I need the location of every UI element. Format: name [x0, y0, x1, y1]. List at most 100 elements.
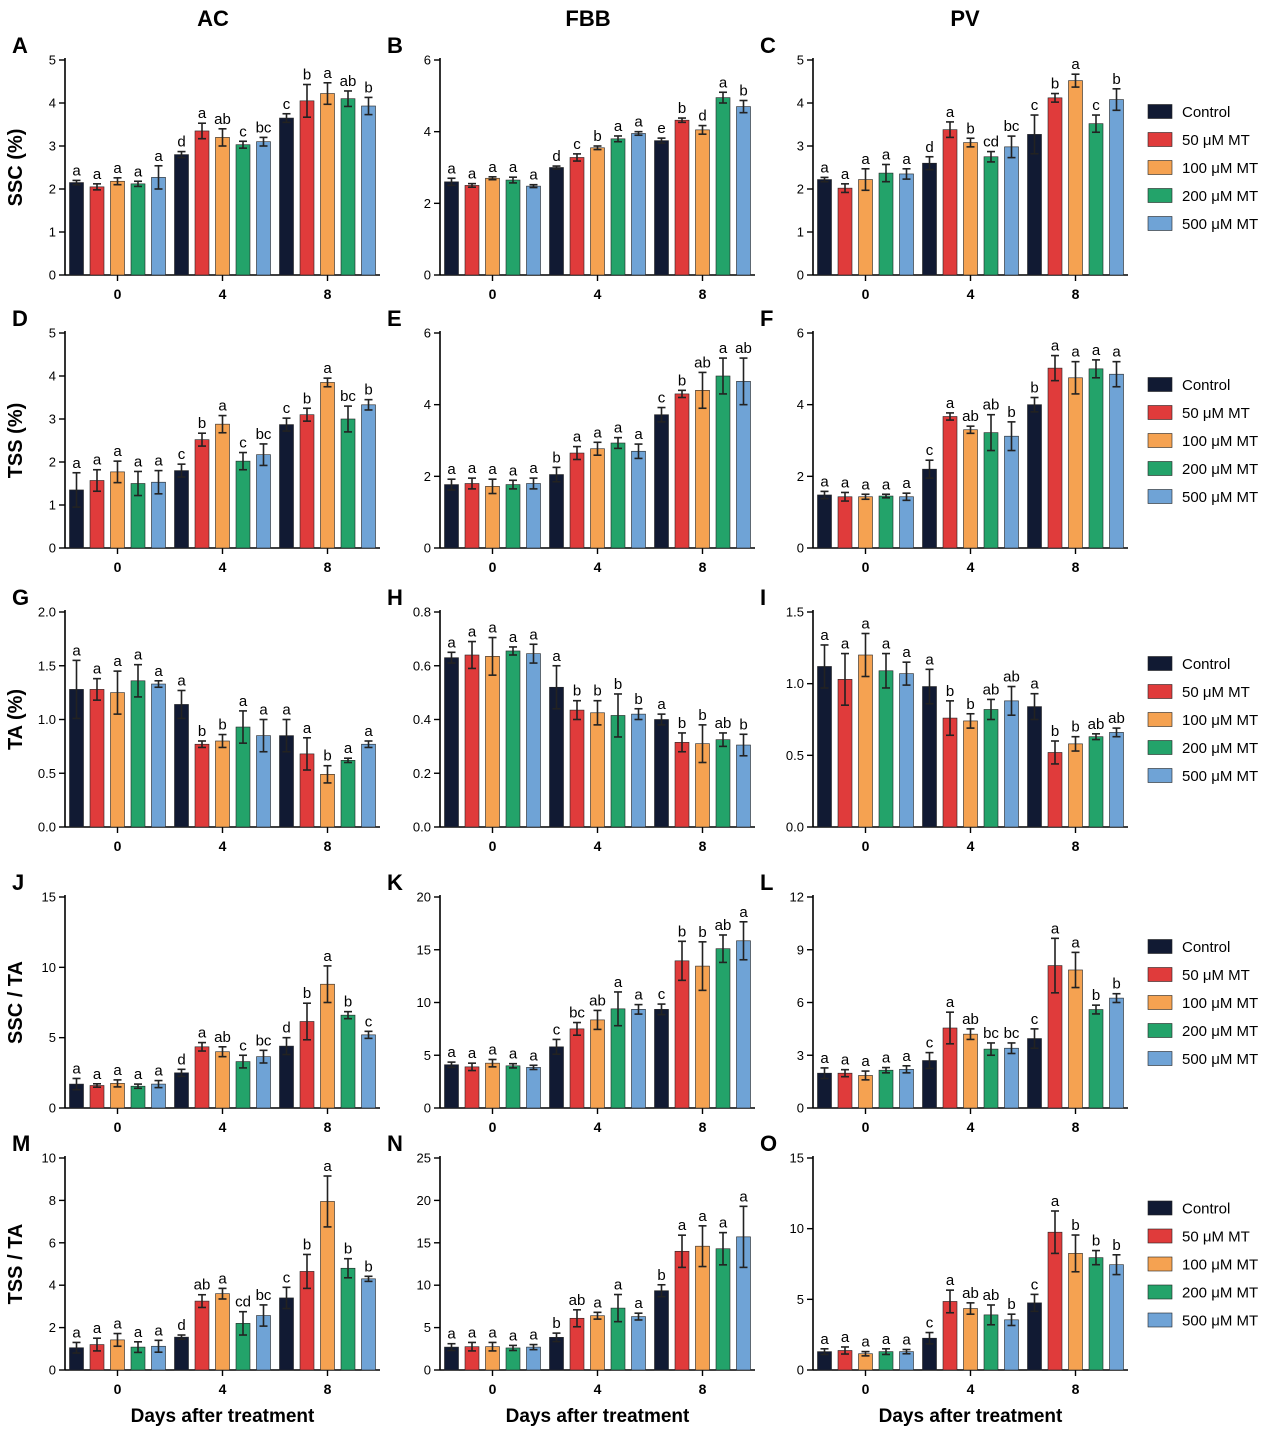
bar — [279, 1045, 294, 1109]
bar — [130, 680, 146, 828]
x-tick-label: 0 — [489, 1381, 497, 1397]
bar — [194, 1300, 210, 1371]
x-tick-label: 4 — [594, 1381, 602, 1397]
significance-label: a — [509, 159, 518, 176]
panel-label: D — [12, 306, 28, 331]
x-tick-label: 4 — [967, 1119, 975, 1135]
significance-label: ab — [214, 111, 231, 128]
legend-label: 50 μM MT — [1182, 684, 1250, 701]
significance-label: a — [841, 1329, 850, 1346]
legend-label: 100 μM MT — [1182, 1257, 1258, 1274]
x-tick-label: 4 — [219, 838, 227, 854]
significance-label: bc — [1004, 118, 1020, 135]
x-tick-label: 8 — [699, 838, 707, 854]
legend-swatch — [1147, 1256, 1173, 1272]
significance-label: a — [239, 693, 248, 710]
x-tick-label: 4 — [594, 838, 602, 854]
bar — [444, 484, 459, 549]
significance-label: a — [488, 159, 497, 176]
significance-label: b — [1112, 976, 1120, 993]
significance-label: a — [93, 1066, 102, 1083]
significance-label: c — [239, 123, 247, 140]
x-tick-label: 4 — [219, 1381, 227, 1397]
y-tick-label: 2 — [797, 182, 804, 197]
significance-label: b — [364, 382, 372, 399]
significance-label: a — [861, 616, 870, 633]
x-tick-label: 0 — [862, 1119, 870, 1135]
bar — [340, 418, 356, 549]
significance-label: b — [323, 748, 331, 765]
legend-label: Control — [1182, 939, 1230, 956]
significance-label: ab — [715, 917, 732, 934]
bar — [151, 683, 166, 828]
bar — [569, 452, 585, 549]
legend: Control 50 μM MT 100 μM MT 200 μM MT 500 μM … — [1147, 1201, 1258, 1330]
significance-label: a — [739, 1188, 748, 1205]
bar — [549, 167, 564, 276]
bar — [151, 177, 166, 276]
bar — [299, 100, 315, 276]
legend-swatch — [1147, 656, 1173, 671]
bar — [963, 142, 978, 276]
significance-label: b — [678, 715, 686, 732]
legend-label: 500 μM MT — [1182, 489, 1258, 506]
bar — [1027, 1302, 1042, 1371]
significance-label: a — [1112, 344, 1121, 361]
significance-label: a — [529, 460, 538, 477]
significance-label: a — [593, 1294, 602, 1311]
bar — [1109, 732, 1124, 828]
significance-label: ab — [715, 715, 732, 732]
y-tick-label: 1.0 — [786, 676, 804, 691]
significance-label: bc — [983, 1025, 999, 1042]
legend-swatch — [1147, 461, 1173, 476]
panel-label: K — [387, 870, 403, 895]
significance-label: a — [1030, 676, 1039, 693]
panel-label: H — [387, 585, 403, 610]
significance-label: c — [1092, 97, 1100, 114]
bar — [1109, 1264, 1124, 1371]
y-tick-label: 1.0 — [38, 712, 56, 727]
significance-label: d — [698, 108, 706, 125]
y-tick-label: 10 — [790, 1221, 804, 1236]
significance-label: a — [902, 1332, 911, 1349]
significance-label: b — [573, 683, 581, 700]
bar — [654, 414, 669, 549]
y-tick-label: 3 — [797, 1048, 804, 1063]
significance-label: ab — [983, 397, 1000, 414]
significance-label: a — [468, 624, 477, 641]
bar — [610, 442, 626, 549]
significance-label: ab — [962, 408, 979, 425]
bar — [1088, 368, 1104, 549]
bar — [858, 179, 873, 276]
y-tick-label: 10 — [417, 1278, 431, 1293]
significance-label: a — [177, 672, 186, 689]
y-tick-label: 4 — [49, 96, 56, 111]
significance-label: a — [447, 1326, 456, 1343]
significance-label: a — [902, 1048, 911, 1065]
bar — [674, 960, 690, 1109]
significance-label: c — [1031, 97, 1039, 114]
significance-label: b — [966, 120, 974, 137]
bar — [110, 180, 125, 276]
y-tick-label: 5 — [797, 53, 804, 68]
bar — [817, 666, 832, 828]
x-tick-label: 0 — [114, 838, 122, 854]
bar — [235, 144, 251, 276]
bar — [631, 450, 646, 549]
bar — [1027, 134, 1042, 276]
y-tick-label: 12 — [790, 890, 804, 905]
significance-label: a — [634, 114, 643, 131]
legend-label: 100 μM MT — [1182, 160, 1258, 177]
y-tick-label: 6 — [424, 326, 431, 341]
bar — [631, 1316, 646, 1371]
significance-label: a — [634, 426, 643, 443]
significance-label: a — [93, 452, 102, 469]
y-tick-label: 2 — [49, 1320, 56, 1335]
significance-label: b — [657, 1267, 665, 1284]
y-tick-label: 2 — [49, 182, 56, 197]
significance-label: a — [154, 663, 163, 680]
significance-label: a — [719, 74, 728, 91]
significance-label: a — [468, 166, 477, 183]
bar — [89, 689, 105, 828]
